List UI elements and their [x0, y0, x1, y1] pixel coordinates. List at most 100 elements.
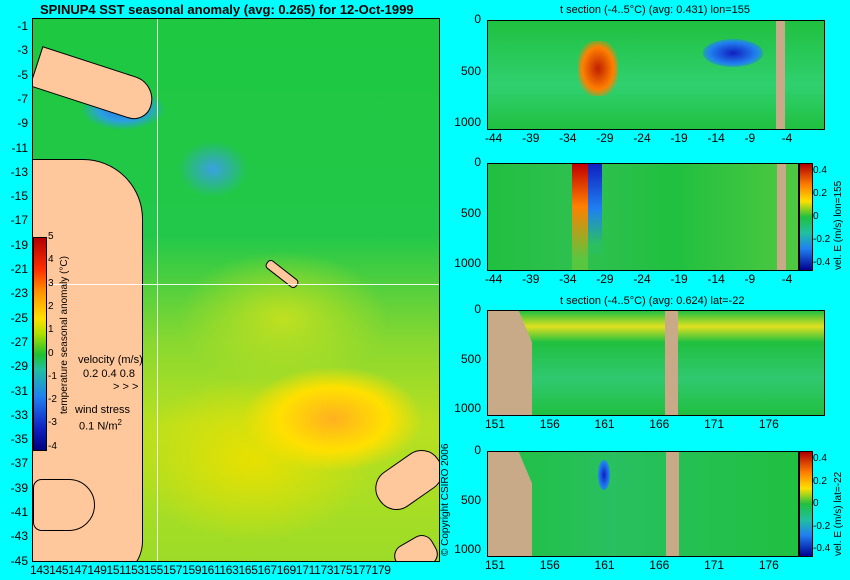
latitude-tick-label: -25 — [10, 310, 28, 325]
latitude-tick-label: -29 — [10, 359, 28, 374]
wind-stress-scale: 0.1 N/m — [79, 420, 118, 433]
section-land-mask — [776, 21, 785, 129]
panel3-title: t section (-4..5°C) (avg: 0.624) lat=-22 — [560, 295, 745, 307]
depth-tick-label: 1000 — [454, 114, 481, 129]
section-land-mask-4 — [665, 311, 678, 415]
section-x-tick-label: 151 — [485, 417, 506, 431]
depth-tick-label: 500 — [460, 205, 481, 220]
sst-colorbar — [33, 237, 47, 451]
latitude-tick-label: -27 — [10, 334, 28, 349]
latitude-tick-label: -33 — [10, 407, 28, 422]
sst-colorbar-label: temperature seasonal anomaly (°C) — [59, 256, 70, 414]
section-x-tick-label: 161 — [594, 417, 615, 431]
velocity-colorbar-tick: 0.4 — [813, 165, 827, 176]
land-new-zealand-south — [389, 530, 439, 561]
latitude-tick-label: -41 — [10, 505, 28, 519]
section-x-tick-label: -24 — [633, 272, 651, 286]
velocity-colorbar-tick: -0.2 — [813, 520, 831, 532]
velocity-colorbar-tick: -0.4 — [813, 257, 831, 268]
section-x-tick-label: -14 — [707, 272, 725, 286]
latitude-tick-label: -43 — [10, 529, 28, 544]
temperature-section-lon155[interactable] — [487, 20, 825, 130]
latitude-tick-label: -13 — [10, 164, 28, 179]
sst-colorbar-tick: -2 — [48, 394, 57, 406]
velocity-section-lat-22[interactable] — [487, 451, 799, 557]
page-title: SPINUP4 SST seasonal anomaly (avg: 0.265… — [40, 2, 414, 17]
section-x-tick-label: -39 — [522, 272, 540, 286]
section-x-tick-label: -19 — [670, 131, 688, 145]
latitude-tick-label: -37 — [10, 456, 28, 471]
section-x-tick-label: 166 — [649, 417, 670, 431]
depth-tick-label: 0 — [474, 443, 481, 457]
velocity-colorbar-tick: 0.4 — [813, 453, 827, 464]
depth-tick-label: 1000 — [454, 400, 481, 415]
sst-colorbar-tick: 2 — [48, 300, 54, 312]
section-x-tick-label: -29 — [596, 131, 614, 145]
section-x-tick-label: 171 — [704, 417, 725, 431]
land-tasmania — [33, 479, 95, 531]
velocity-colorbar-tick: 0 — [813, 211, 819, 222]
section-x-tick-label: 156 — [539, 558, 560, 572]
temperature-section-lat-22[interactable] — [487, 310, 825, 416]
sst-colorbar-tick: 3 — [48, 277, 54, 289]
depth-tick-label: 500 — [460, 492, 481, 507]
panel4-cbar-label: vel. E (m/s) lat=-22 — [833, 471, 844, 556]
latitude-tick-label: -17 — [10, 213, 28, 228]
depth-tick-label: 1000 — [454, 541, 481, 556]
latitude-tick-label: -35 — [10, 432, 28, 447]
depth-tick-label: 0 — [474, 155, 481, 169]
section-land-mask-3 — [488, 311, 532, 415]
latitude-tick-label: -19 — [10, 237, 28, 252]
section-x-tick-label: -34 — [559, 272, 577, 286]
sst-colorbar-tick: 4 — [48, 254, 54, 266]
section-land-mask-5 — [488, 452, 532, 556]
sst-colorbar-tick: -1 — [48, 370, 57, 382]
latitude-tick-label: -45 — [10, 553, 28, 568]
section-x-tick-label: 171 — [704, 558, 725, 572]
section-x-tick-label: 176 — [758, 558, 779, 572]
section-x-tick-label: -4 — [781, 131, 793, 145]
wind-stress-exponent: 2 — [117, 418, 122, 427]
latitude-tick-label: -1 — [17, 19, 28, 33]
velocity-legend-label: velocity (m/s) — [78, 354, 143, 366]
depth-tick-label: 0 — [474, 302, 481, 316]
latitude-tick-label: -7 — [17, 91, 28, 106]
latitude-tick-label: -21 — [10, 262, 28, 276]
copyright-text: © Copyright CSIRO 2006 — [440, 443, 451, 556]
land-new-zealand-north — [367, 442, 439, 518]
section-x-tick-label: 176 — [758, 417, 779, 431]
latitude-tick-label: -5 — [17, 67, 28, 82]
section-land-mask-2 — [777, 164, 786, 270]
section-x-tick-label: 151 — [485, 558, 506, 572]
latitude-tick-label: -31 — [10, 383, 28, 398]
warm-anomaly-feature — [578, 41, 618, 96]
velocity-colorbar-tick: 0 — [813, 498, 819, 509]
section-x-tick-label: -9 — [744, 272, 756, 286]
section-x-tick-label: -39 — [522, 131, 540, 145]
velocity-section-lon155[interactable] — [487, 163, 799, 271]
section-x-tick-label: -19 — [670, 272, 688, 286]
depth-tick-label: 500 — [460, 351, 481, 366]
lat-guide-line — [33, 284, 439, 285]
section-x-tick-label: -4 — [781, 272, 793, 286]
sst-colorbar-tick: 1 — [48, 324, 54, 336]
section-x-tick-label: -24 — [633, 131, 651, 145]
latitude-tick-label: -15 — [10, 189, 28, 204]
section-x-tick-label: 166 — [649, 558, 670, 572]
sst-colorbar-tick: 5 — [48, 231, 54, 242]
velocity-colorbar-tick: 0.2 — [813, 188, 827, 199]
sst-colorbar-tick: -3 — [48, 417, 57, 429]
latitude-tick-label: -11 — [11, 140, 28, 155]
depth-tick-label: 500 — [460, 63, 481, 78]
velocity-colorbar-tick: 0.2 — [813, 475, 827, 487]
velocity-cold-core — [598, 460, 610, 490]
section-x-tick-label: -9 — [744, 131, 756, 145]
latitude-tick-label: -23 — [10, 286, 28, 301]
velocity-colorbar-lat-22 — [799, 451, 813, 557]
cold-anomaly-feature — [703, 39, 763, 67]
sst-anomaly-map[interactable]: 5 4 3 2 1 0 -1 -2 -3 -4 temperature seasonal anom… — [32, 18, 440, 562]
lon-guide-line — [157, 19, 158, 561]
velocity-colorbar-tick: -0.4 — [813, 543, 831, 554]
section-x-tick-label: -29 — [596, 272, 614, 286]
latitude-tick-label: -9 — [17, 116, 28, 131]
